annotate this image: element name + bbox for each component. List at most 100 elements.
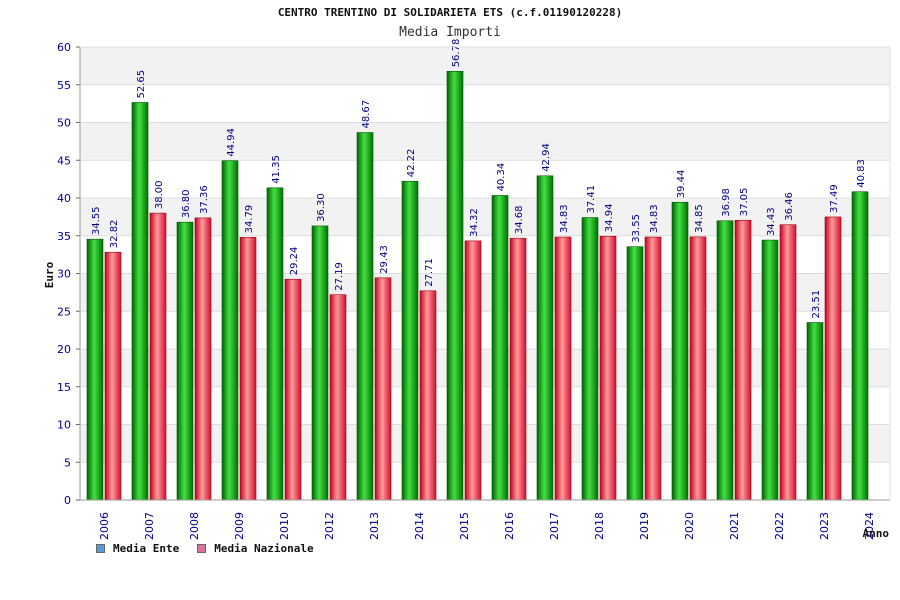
grid-band xyxy=(80,349,890,387)
y-tick-label: 35 xyxy=(57,230,71,243)
bar-media-ente xyxy=(356,132,374,501)
legend-item-media-ente: Media Ente xyxy=(96,542,179,555)
bar-label-media-nazionale: 27.19 xyxy=(334,262,345,291)
bar-media-nazionale xyxy=(689,236,707,501)
bar-media-ente xyxy=(806,322,824,501)
y-tick-label: 15 xyxy=(57,381,71,394)
grid-band xyxy=(80,311,890,349)
bar-media-ente xyxy=(671,201,689,501)
bar-label-media-ente: 36.30 xyxy=(316,193,327,222)
bar-media-ente xyxy=(716,220,734,501)
bar-label-media-ente: 52.65 xyxy=(136,70,147,99)
chart-title: CENTRO TRENTINO DI SOLIDARIETA ETS (c.f.… xyxy=(277,6,623,19)
y-tick-label: 60 xyxy=(57,41,71,54)
bar-label-media-nazionale: 27.71 xyxy=(424,258,435,287)
x-tick-label: 2014 xyxy=(413,512,426,540)
x-tick-labels: 2006 2007 2008 2009 2010 2012 2013 2014 2015 2016… xyxy=(98,512,876,540)
bar-label-media-nazionale: 34.83 xyxy=(649,204,660,233)
grid-band xyxy=(80,47,890,85)
y-tick-label: 50 xyxy=(57,117,71,130)
bar-media-nazionale xyxy=(149,212,167,501)
x-axis-label: Anno xyxy=(863,527,890,540)
y-tick-label: 20 xyxy=(57,343,71,356)
grid-band xyxy=(80,198,890,236)
x-tick-label: 2006 xyxy=(98,512,111,540)
x-tick-label: 2017 xyxy=(548,512,561,540)
x-tick-label: 2013 xyxy=(368,512,381,540)
x-tick-label: 2012 xyxy=(323,512,336,540)
grid-band xyxy=(80,424,890,463)
bar-label-media-nazionale: 37.49 xyxy=(829,184,840,213)
bar-media-ente xyxy=(626,246,644,501)
x-tick-label: 2007 xyxy=(143,512,156,540)
bar-media-ente xyxy=(221,160,239,501)
bar-media-nazionale xyxy=(734,219,752,501)
y-tick-label: 45 xyxy=(57,154,71,167)
grid-band xyxy=(80,160,890,198)
bar-label-media-nazionale: 36.46 xyxy=(784,192,795,221)
bar-label-media-nazionale: 34.79 xyxy=(244,205,255,234)
bar-label-media-nazionale: 34.85 xyxy=(694,204,705,233)
bar-media-ente xyxy=(401,180,419,501)
x-tick-label: 2019 xyxy=(638,512,651,540)
grid-band xyxy=(80,122,890,161)
legend-item-media-nazionale: Media Nazionale xyxy=(197,542,314,555)
bar-media-ente xyxy=(491,195,509,501)
y-tick-label: 0 xyxy=(64,494,71,507)
bar-label-media-ente: 42.22 xyxy=(406,149,417,178)
grid-band xyxy=(80,386,890,425)
grid-band xyxy=(80,84,890,123)
bars xyxy=(86,71,869,501)
x-tick-label: 2016 xyxy=(503,512,516,540)
legend-label-media-ente: Media Ente xyxy=(113,542,180,555)
bar-label-media-ente: 40.34 xyxy=(496,163,507,192)
bar-label-media-ente: 41.35 xyxy=(271,155,282,184)
axes xyxy=(76,46,891,501)
legend: Media Ente Media Nazionale xyxy=(96,542,314,555)
x-tick-label: 2018 xyxy=(593,512,606,540)
bar-media-nazionale xyxy=(194,217,212,501)
x-tick-label: 2023 xyxy=(818,512,831,540)
bar-label-media-ente: 23.51 xyxy=(811,290,822,319)
bar-media-ente xyxy=(851,191,869,501)
bar-label-media-ente: 33.55 xyxy=(631,214,642,243)
y-tick-label: 55 xyxy=(57,79,71,92)
bar-media-nazionale xyxy=(284,278,302,501)
grid-bands xyxy=(80,47,890,500)
bar-media-nazionale xyxy=(554,236,572,501)
bar-label-media-ente: 48.67 xyxy=(361,100,372,129)
bar-label-media-ente: 37.41 xyxy=(586,185,597,214)
bar-media-ente xyxy=(536,175,554,501)
bar-media-nazionale xyxy=(779,224,797,501)
bar-media-ente xyxy=(266,187,284,501)
bar-label-media-nazionale: 38.00 xyxy=(154,180,165,209)
x-tick-label: 2008 xyxy=(188,512,201,540)
bar-label-media-ente: 56.78 xyxy=(451,39,462,68)
bar-label-media-nazionale: 37.36 xyxy=(199,185,210,214)
bar-media-nazionale xyxy=(824,216,842,501)
bar-label-media-nazionale: 32.82 xyxy=(109,220,120,249)
grid-band xyxy=(80,273,890,312)
bar-media-nazionale xyxy=(509,237,527,501)
bar-media-nazionale xyxy=(329,294,347,501)
bar-label-media-ente: 42.94 xyxy=(541,143,552,172)
bar-media-nazionale xyxy=(599,235,617,501)
bar-label-media-ente: 40.83 xyxy=(856,159,867,188)
bar-label-media-ente: 36.80 xyxy=(181,190,192,219)
bar-media-ente xyxy=(176,221,194,501)
bar-media-ente xyxy=(311,225,329,501)
bar-media-nazionale xyxy=(104,251,122,501)
x-tick-label: 2009 xyxy=(233,512,246,540)
bar-label-media-ente: 34.43 xyxy=(766,207,777,236)
bar-media-ente xyxy=(131,102,149,501)
x-tick-label: 2022 xyxy=(773,512,786,540)
bar-media-ente xyxy=(761,239,779,501)
bar-media-nazionale xyxy=(239,237,257,501)
x-tick-label: 2020 xyxy=(683,512,696,540)
bar-media-ente xyxy=(581,217,599,501)
bar-label-media-nazionale: 34.94 xyxy=(604,204,615,233)
y-tick-label: 40 xyxy=(57,192,71,205)
bar-label-media-nazionale: 34.83 xyxy=(559,204,570,233)
y-axis-label: Euro xyxy=(43,261,56,288)
